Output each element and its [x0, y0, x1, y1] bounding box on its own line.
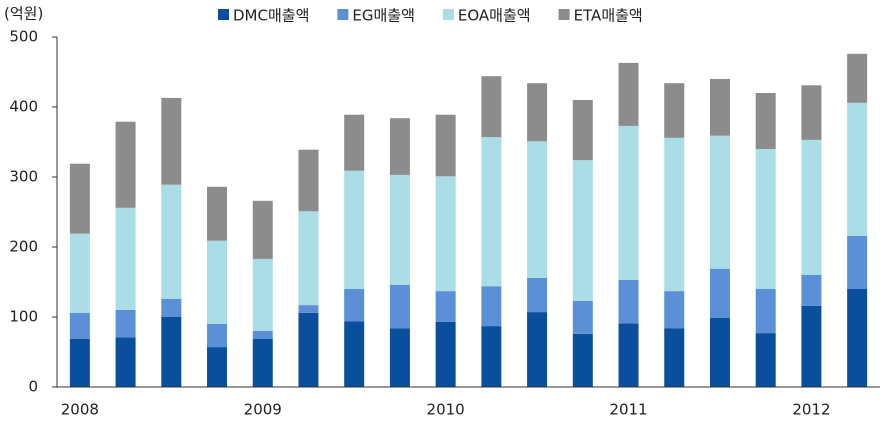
bar-segment: [618, 62, 639, 126]
bar-segment: [572, 300, 593, 334]
y-tick-label: 500: [9, 28, 38, 46]
bar-segment: [572, 160, 593, 301]
bar-segment: [618, 323, 639, 387]
bar-segment: [664, 83, 685, 138]
bar-segment: [801, 139, 822, 275]
bar-segment: [801, 275, 822, 306]
x-tick-label: 2012: [792, 401, 830, 419]
bar-segment: [801, 305, 822, 387]
bar-segment: [252, 338, 273, 387]
bar-segment: [709, 317, 730, 387]
bar-segment: [69, 233, 90, 313]
bar-segment: [527, 277, 548, 313]
bar-segment: [527, 312, 548, 387]
bar-segment: [252, 258, 273, 331]
bar-segment: [389, 328, 410, 387]
y-tick-label: 300: [9, 168, 38, 186]
bar-segment: [69, 338, 90, 387]
bar-segment: [161, 317, 182, 387]
bar-segment: [115, 337, 136, 387]
bar-segment: [435, 321, 456, 387]
y-tick-label: 400: [9, 98, 38, 116]
bar-segment: [115, 310, 136, 338]
legend-label: EOA매출액: [458, 7, 531, 25]
y-tick-label: 200: [9, 238, 38, 256]
bar-segment: [207, 186, 228, 241]
bar-segment: [252, 331, 273, 339]
legend-swatch: [218, 9, 229, 20]
bar-segment: [572, 333, 593, 387]
bar-segment: [755, 93, 776, 149]
legend-label: DMC매출액: [233, 7, 309, 25]
bar-segment: [572, 100, 593, 161]
bar-segment: [481, 76, 502, 138]
bar-segment: [435, 114, 456, 177]
bar-segment: [709, 268, 730, 318]
bar-segment: [481, 326, 502, 387]
bar-segment: [69, 163, 90, 234]
bar-segment: [344, 321, 365, 387]
bar-segment: [389, 284, 410, 329]
bar-segment: [847, 102, 868, 236]
x-tick-label: 2010: [427, 401, 465, 419]
bar-segment: [755, 149, 776, 289]
x-tick-label: 2011: [609, 401, 647, 419]
legend-swatch: [558, 9, 570, 20]
bar-segment: [664, 291, 685, 329]
legend-swatch: [337, 9, 349, 20]
bar-segment: [847, 53, 868, 103]
bar-segment: [709, 135, 730, 269]
bar-segment: [298, 211, 319, 306]
x-tick-label: 2008: [61, 401, 99, 419]
legend-swatch: [442, 9, 454, 20]
bar-segment: [847, 289, 868, 387]
bar-segment: [344, 170, 365, 289]
bar-segment: [207, 324, 228, 348]
bar-segment: [207, 240, 228, 324]
bar-segment: [664, 328, 685, 387]
y-axis-label: (억원): [4, 5, 43, 23]
bar-segment: [389, 118, 410, 175]
bar-segment: [847, 235, 868, 289]
bar-segment: [618, 279, 639, 324]
bar-segment: [298, 305, 319, 313]
bar-segment: [389, 174, 410, 285]
bar-segment: [435, 291, 456, 322]
bar-segment: [755, 333, 776, 387]
bar-segment: [344, 289, 365, 322]
y-tick-label: 100: [9, 308, 38, 326]
bar-segment: [801, 85, 822, 140]
bar-segment: [115, 207, 136, 310]
bar-segment: [527, 83, 548, 142]
bar-segment: [527, 141, 548, 278]
bar-segment: [618, 125, 639, 280]
bar-segment: [69, 312, 90, 339]
bar-segment: [664, 137, 685, 292]
bar-segment: [435, 176, 456, 292]
legend-label: EG매출액: [352, 7, 415, 25]
bar-segment: [207, 347, 228, 387]
bar-segment: [161, 184, 182, 299]
bar-segment: [481, 137, 502, 287]
y-tick-label: 0: [28, 378, 38, 396]
bar-segment: [161, 298, 182, 317]
bar-segment: [298, 312, 319, 387]
legend-label: ETA매출액: [574, 7, 643, 25]
x-tick-label: 2009: [244, 401, 282, 419]
bar-segment: [115, 121, 136, 208]
bar-segment: [709, 79, 730, 136]
bar-segment: [161, 97, 182, 185]
bar-segment: [252, 200, 273, 259]
bar-segment: [298, 149, 319, 212]
bar-segment: [344, 114, 365, 171]
bar-segment: [755, 289, 776, 334]
bar-segment: [481, 286, 502, 327]
